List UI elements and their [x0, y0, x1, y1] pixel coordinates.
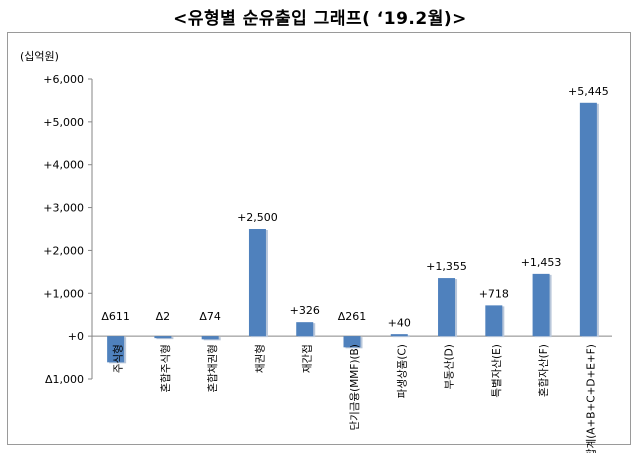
- data-label: Δ611: [101, 310, 130, 323]
- data-label: +5,445: [568, 85, 609, 98]
- bar: [154, 336, 172, 339]
- y-tick-label: +0: [68, 330, 84, 343]
- bar: [485, 305, 503, 337]
- chart-frame: [7, 32, 631, 445]
- data-label: +326: [290, 304, 320, 317]
- y-tick-label: +4,000: [43, 159, 84, 172]
- chart-title: <유형별 순유출입 그래프( ‘19.2월)>: [173, 9, 467, 29]
- bar: [296, 322, 314, 337]
- x-category-label: 채권형: [254, 344, 266, 373]
- bar: [390, 334, 408, 337]
- x-category-label: 파생상품(C): [396, 344, 408, 398]
- data-label: Δ2: [156, 310, 171, 323]
- data-label: Δ261: [338, 310, 367, 323]
- y-tick-label: +5,000: [43, 116, 84, 129]
- y-tick-label: +6,000: [43, 73, 84, 86]
- data-label: +40: [388, 316, 411, 329]
- data-label: +2,500: [237, 211, 278, 224]
- x-category-label: 특별자산(E): [491, 344, 503, 397]
- x-category-label: 합계(A+B+C+D+E+F): [585, 344, 597, 453]
- y-tick-label: Δ1,000: [45, 373, 84, 386]
- y-tick-label: +2,000: [43, 244, 84, 257]
- bar: [579, 102, 597, 337]
- data-label: +1,355: [426, 260, 467, 273]
- data-label: Δ74: [199, 310, 221, 323]
- x-category-label: 재간접: [302, 344, 314, 373]
- y-tick-label: +1,000: [43, 287, 84, 300]
- x-category-label: 주식형: [113, 344, 125, 373]
- x-category-label: 혼합자산(F): [537, 344, 550, 397]
- x-category-label: 혼합채권형: [206, 344, 219, 392]
- data-label: +1,453: [521, 256, 562, 269]
- bar: [343, 336, 361, 348]
- x-category-label: 단기금융(MMF)(B): [349, 344, 361, 430]
- data-label: +718: [479, 287, 509, 300]
- bar: [438, 278, 456, 337]
- x-category-label: 부동산(D): [444, 344, 456, 389]
- bar: [107, 336, 125, 363]
- y-tick-label: +3,000: [43, 202, 84, 215]
- bar: [532, 273, 550, 337]
- x-category-label: 혼합주식형: [159, 344, 172, 392]
- bar: [248, 229, 266, 337]
- bar: [201, 336, 219, 340]
- y-unit-label: (십억원): [20, 50, 59, 63]
